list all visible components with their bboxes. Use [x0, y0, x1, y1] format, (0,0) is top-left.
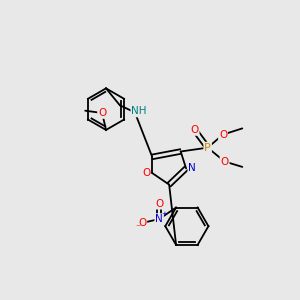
Text: NH: NH	[131, 106, 147, 116]
Text: +: +	[161, 212, 167, 218]
Text: O: O	[138, 218, 146, 228]
Text: O: O	[190, 125, 199, 135]
Text: O: O	[98, 108, 106, 118]
Text: ⁻: ⁻	[135, 223, 140, 233]
Text: P: P	[204, 143, 211, 153]
Text: O: O	[220, 157, 229, 166]
Text: O: O	[142, 168, 150, 178]
Text: O: O	[219, 130, 227, 140]
Text: O: O	[155, 199, 163, 209]
Text: N: N	[188, 164, 196, 173]
Text: N: N	[155, 214, 163, 224]
